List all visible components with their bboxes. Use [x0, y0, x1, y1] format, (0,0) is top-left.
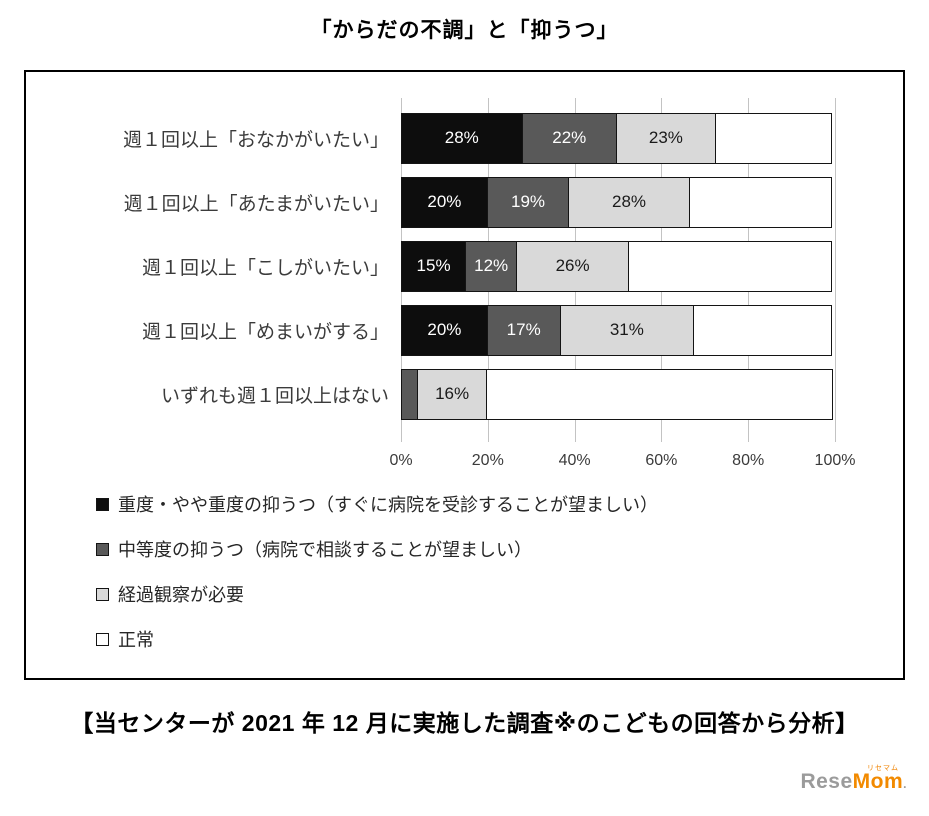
- bar-row: 週１回以上「おなかがいたい」 28% 22% 23%: [26, 106, 903, 170]
- bar-track: 16%: [401, 368, 835, 420]
- legend-label: 正常: [118, 630, 154, 650]
- legend-item: 正常: [96, 629, 903, 650]
- bar-segment: 12%: [465, 240, 518, 292]
- bar-segment: [485, 368, 833, 420]
- page-title: 「からだの不調」と「抑うつ」: [310, 19, 619, 42]
- bar-row: 週１回以上「あたまがいたい」 20% 19% 28%: [26, 170, 903, 234]
- bar-segment: 19%: [486, 176, 570, 228]
- bar-track: 28% 22% 23%: [401, 112, 835, 164]
- legend-swatch: [96, 497, 109, 511]
- source-caption: 【当センターが 2021 年 12 月に実施した調査※のこどもの回答から分析】: [70, 710, 859, 736]
- legend: 重度・やや重度の抑うつ（すぐに病院を受診することが望ましい） 中等度の抑うつ（病院…: [96, 494, 903, 650]
- bar-segment: [401, 368, 419, 420]
- x-tick-label: 20%: [471, 452, 504, 469]
- gridline: [835, 98, 836, 442]
- legend-item: 中等度の抑うつ（病院で相談することが望ましい）: [96, 539, 903, 560]
- bar-segment: 20%: [401, 304, 488, 356]
- logo-dot: .: [903, 777, 907, 791]
- bar-row: 週１回以上「こしがいたい」 15% 12% 26%: [26, 234, 903, 298]
- bar-segment: [628, 240, 832, 292]
- legend-swatch: [96, 632, 109, 646]
- bar-segment: 17%: [486, 304, 561, 356]
- category-label: 週１回以上「こしがいたい」: [141, 257, 389, 279]
- logo-ruby-text: リセマム: [867, 765, 899, 772]
- bar-segment: [688, 176, 832, 228]
- bar-segment: 15%: [401, 240, 467, 292]
- bar-segment: [714, 112, 832, 164]
- bar-track: 20% 17% 31%: [401, 304, 835, 356]
- bar-segment: 28%: [401, 112, 523, 164]
- category-label: 週１回以上「めまいがする」: [141, 321, 389, 343]
- legend-label: 重度・やや重度の抑うつ（すぐに病院を受診することが望ましい）: [118, 495, 658, 515]
- bar-track: 15% 12% 26%: [401, 240, 835, 292]
- bar-segment: 23%: [615, 112, 716, 164]
- logo-text-mom: Mom: [852, 770, 904, 793]
- category-label: 週１回以上「おなかがいたい」: [122, 129, 389, 151]
- legend-label: 中等度の抑うつ（病院で相談することが望ましい）: [118, 540, 532, 560]
- bar-rows: 週１回以上「おなかがいたい」 28% 22% 23% 週１回以上「あたまがいたい」 20%…: [26, 98, 903, 442]
- bar-segment: 28%: [568, 176, 690, 228]
- legend-item: 経過観察が必要: [96, 584, 903, 605]
- stacked-bar-chart: 週１回以上「おなかがいたい」 28% 22% 23% 週１回以上「あたまがいたい」 20%…: [26, 98, 903, 478]
- x-tick-label: 0%: [389, 452, 413, 469]
- x-tick-label: 40%: [558, 452, 591, 469]
- legend-swatch: [96, 542, 109, 556]
- bar-segment: 26%: [516, 240, 629, 292]
- resemom-logo: リセマム ReseMom.: [800, 765, 907, 794]
- legend-item: 重度・やや重度の抑うつ（すぐに病院を受診することが望ましい）: [96, 494, 903, 515]
- category-label: いずれも週１回以上はない: [160, 385, 389, 407]
- legend-swatch: [96, 587, 109, 601]
- category-label: 週１回以上「あたまがいたい」: [123, 193, 389, 215]
- bar-row: いずれも週１回以上はない 16%: [26, 362, 903, 426]
- x-tick-label: 80%: [732, 452, 765, 469]
- x-axis: 0% 20% 40% 60% 80% 100%: [389, 442, 855, 478]
- chart-box: 週１回以上「おなかがいたい」 28% 22% 23% 週１回以上「あたまがいたい」 20%…: [24, 70, 905, 680]
- bar-segment: 31%: [559, 304, 695, 356]
- x-tick-label: 60%: [645, 452, 678, 469]
- bar-segment: 16%: [417, 368, 487, 420]
- bar-segment: 20%: [401, 176, 488, 228]
- bar-track: 20% 19% 28%: [401, 176, 835, 228]
- bar-segment: 22%: [521, 112, 617, 164]
- bar-row: 週１回以上「めまいがする」 20% 17% 31%: [26, 298, 903, 362]
- x-tick-label: 100%: [814, 452, 856, 469]
- bar-segment: [693, 304, 832, 356]
- logo-text-rese: Rese: [800, 770, 853, 793]
- legend-label: 経過観察が必要: [118, 585, 244, 605]
